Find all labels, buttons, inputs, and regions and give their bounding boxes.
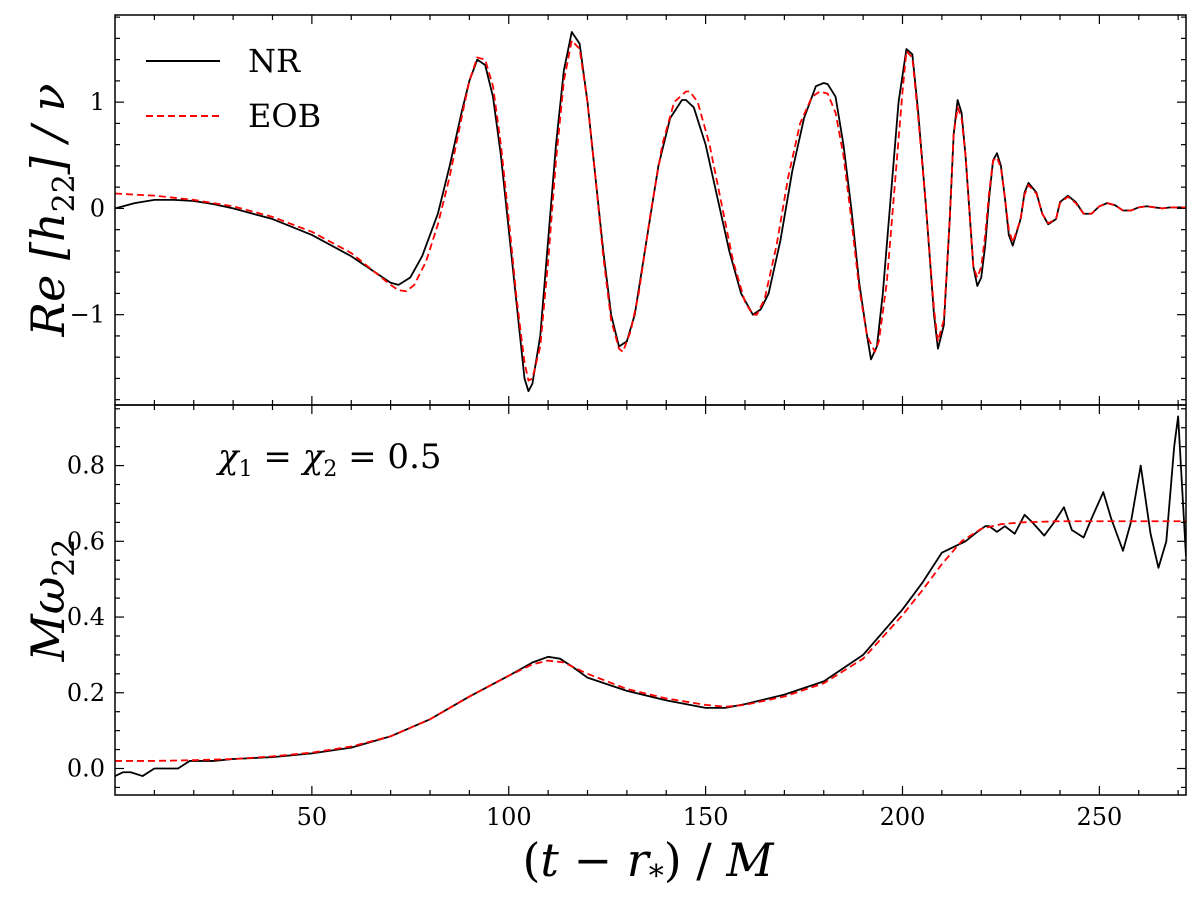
legend-label-nr: NR bbox=[248, 42, 301, 80]
bottom-y-tick-label: 0.4 bbox=[67, 603, 105, 631]
x-tick-label: 250 bbox=[1076, 803, 1122, 831]
top-panel-lines bbox=[115, 31, 1186, 393]
top-y-tick-label: −1 bbox=[70, 301, 105, 329]
bottom-y-tick-label: 0.8 bbox=[67, 452, 105, 480]
bottom-y-tick-label: 0.2 bbox=[67, 679, 105, 707]
x-tick-label: 150 bbox=[683, 803, 729, 831]
legend-label-eob: EOB bbox=[248, 97, 321, 135]
legend: NR EOB bbox=[146, 42, 321, 135]
spin-annotation: χ1 = χ2 = 0.5 bbox=[216, 437, 442, 482]
top-panel: −1 0 1 NR EOB Re [h22] / ν bbox=[21, 14, 1187, 406]
top-y-axis-label: Re [h22] / ν bbox=[21, 84, 82, 338]
bottom-panel-frame bbox=[114, 404, 1187, 796]
top-series-nr bbox=[115, 31, 1186, 393]
top-series-eob bbox=[115, 39, 1186, 382]
top-y-tick-label: 1 bbox=[90, 88, 105, 116]
bottom-y-axis-label: Mω22 bbox=[21, 539, 82, 663]
bottom-panel-ticks: 0.0 0.2 0.4 0.6 0.8 50 100 150 200 250 bbox=[67, 405, 1186, 831]
bottom-series-eob bbox=[115, 520, 1186, 762]
top-y-tick-label: 0 bbox=[90, 194, 105, 222]
x-axis-label: (t − r*) / M bbox=[522, 833, 775, 894]
x-tick-label: 100 bbox=[486, 803, 532, 831]
x-tick-label: 200 bbox=[880, 803, 926, 831]
bottom-panel-lines bbox=[115, 415, 1186, 777]
top-panel-ticks: −1 0 1 bbox=[70, 15, 1186, 405]
x-tick-label: 50 bbox=[297, 803, 328, 831]
bottom-y-tick-label: 0.0 bbox=[67, 754, 105, 782]
bottom-panel: 0.0 0.2 0.4 0.6 0.8 50 100 150 200 250 χ1 = χ2 = … bbox=[21, 404, 1187, 894]
bottom-y-tick-label: 0.6 bbox=[67, 527, 105, 555]
